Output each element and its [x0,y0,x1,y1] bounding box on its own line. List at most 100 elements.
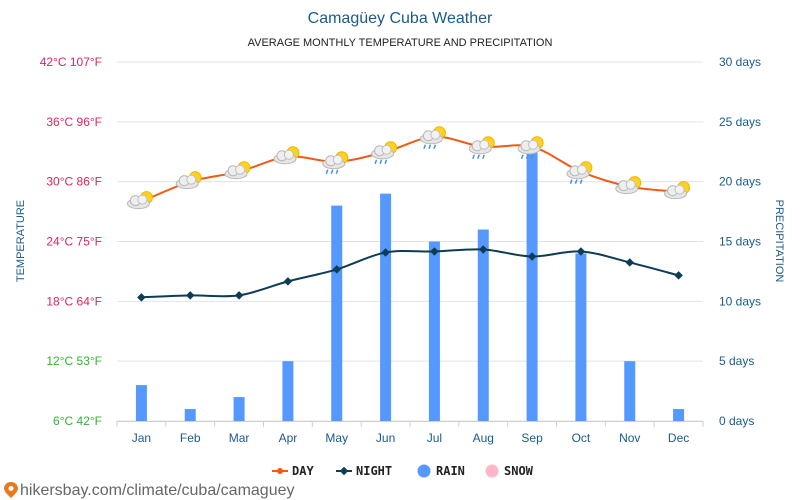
rain-drop [379,159,383,165]
legend-label-day: DAY [292,464,314,478]
month-label: Feb [180,431,201,445]
rain-bar [526,145,538,421]
rain-sun-icon [322,151,349,174]
left-tick-label: 12°C 53°F [46,354,102,368]
month-label: Oct [572,431,591,445]
night-point [137,293,146,302]
night-point [430,247,439,256]
right-tick-label: 25 days [719,115,761,129]
cloud-puff [479,139,490,150]
rain-drop [423,144,427,150]
rain-bar [184,409,196,421]
legend-swatch-rain [417,464,431,478]
rain-bar [624,361,636,421]
rain-drop [579,179,583,184]
cloud-puff [576,164,587,175]
partly-cloudy-icon [664,181,691,200]
partly-cloudy-icon [126,191,153,210]
rain-drop [335,169,339,174]
rain-drop [325,169,329,174]
legend-swatch-snow [485,464,499,478]
cloud-puff [235,164,246,175]
rain-bar [673,409,685,421]
month-label: Jun [376,431,395,445]
night-point [186,291,195,300]
source-link[interactable]: hikersbay.com/climate/cuba/camaguey [20,482,295,499]
right-axis-ticks: 0 days 5 days 10 days 15 days 20 days 25 days… [719,55,761,428]
chart-title: Camagüey Cuba Weather [308,10,493,27]
rain-bars [135,145,685,421]
rain-drop [530,154,534,160]
month-label: Nov [619,431,640,445]
left-tick-label: 42°C 107°F [40,55,102,69]
rain-drop [384,159,388,165]
night-point [332,265,341,274]
right-axis-title: PRECIPITATION [773,200,785,283]
month-label: Aug [473,431,494,445]
night-point [674,271,683,280]
rain-drop [569,179,573,184]
cloud-puff [381,144,392,155]
weather-icons [126,126,691,210]
right-tick-label: 15 days [719,235,761,249]
month-label: Mar [229,431,250,445]
right-tick-label: 30 days [719,55,761,69]
left-tick-label: 36°C 96°F [46,115,102,129]
partly-cloudy-icon [273,146,300,165]
cloud-puff [625,179,636,190]
right-tick-label: 0 days [719,414,754,428]
rain-drop [520,154,524,160]
right-tick-label: 5 days [719,354,754,368]
left-axis-title: TEMPERATURE [15,200,27,282]
rain-drop [433,144,437,150]
day-line [141,135,679,203]
month-label: May [325,431,348,445]
rain-drop [482,154,485,160]
night-point [625,258,634,267]
temperature-lines [137,133,683,302]
legend-marker [339,466,349,476]
rain-bar [233,397,245,421]
night-point [283,277,293,286]
rain-sun-icon [371,141,398,165]
cloud-puff [528,139,539,150]
month-label: Dec [668,431,689,445]
left-tick-label: 6°C 42°F [53,414,102,428]
left-tick-label: 18°C 64°F [46,294,102,308]
night-point [381,248,390,257]
rain-sun-icon [419,126,446,150]
cloud-puff [430,129,441,140]
rain-drop [477,154,480,160]
legend-marker [277,468,283,474]
rain-bar [282,361,294,421]
night-line [141,248,679,299]
rain-drop [472,154,475,160]
left-tick-label: 24°C 75°F [46,235,102,249]
rain-bar [331,205,343,421]
night-point [234,291,244,300]
rain-sun-icon [517,136,544,160]
rain-drop [525,154,529,160]
month-label: Sep [521,431,543,445]
rain-sun-icon [468,136,495,160]
rain-bar [428,241,440,421]
rain-drop [330,169,334,174]
legend-label-rain: RAIN [436,464,465,478]
night-point [479,245,488,254]
month-label: Jul [427,431,442,445]
legend: DAY NIGHT RAIN SNOW [272,464,534,478]
rain-drop [374,159,378,165]
chart-subtitle: AVERAGE MONTHLY TEMPERATURE AND PRECIPIT… [248,37,553,49]
cloud-puff [137,194,148,205]
location-pin-dot [8,486,14,491]
rain-bar [575,253,587,421]
partly-cloudy-icon [615,176,642,195]
rain-sun-icon [566,161,593,184]
month-label: Apr [279,431,298,445]
cloud-puff [283,149,294,160]
partly-cloudy-icon [224,161,251,180]
source-credit[interactable]: hikersbay.com/climate/cuba/camaguey [4,482,295,499]
rain-bar [477,229,489,421]
rain-bar [135,385,147,421]
